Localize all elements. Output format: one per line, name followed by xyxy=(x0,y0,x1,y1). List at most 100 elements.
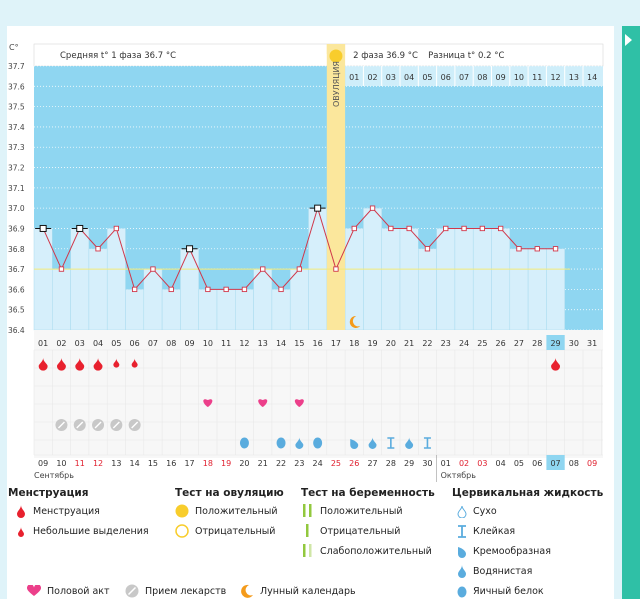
temperature-column xyxy=(52,268,71,331)
intercourse-heart xyxy=(258,399,268,407)
y-tick-label: 37.6 xyxy=(8,82,25,91)
cycle-day-label: 12 xyxy=(239,339,249,348)
cycle-day-label: 04 xyxy=(93,339,103,348)
y-tick-label: 36.5 xyxy=(8,306,25,315)
y-tick-label: 37.4 xyxy=(8,123,25,132)
luteal-day-label: 03 xyxy=(386,73,396,82)
luteal-day-label: 08 xyxy=(477,73,487,82)
temperature-column xyxy=(546,248,565,331)
calendar-date: 19 xyxy=(221,459,231,468)
medication-pill-line xyxy=(131,421,139,429)
spotting-drop xyxy=(131,358,138,368)
menstruation-drop xyxy=(75,358,85,371)
temperature-point xyxy=(443,225,449,232)
temperature-column xyxy=(491,228,511,331)
cycle-day-label: 30 xyxy=(569,339,579,348)
temperature-point xyxy=(388,225,394,232)
temperature-column xyxy=(454,228,474,331)
calendar-date: 05 xyxy=(514,459,524,468)
calendar-date: 24 xyxy=(313,459,323,468)
calendar-date: 26 xyxy=(349,459,359,468)
cycle-day-label: 28 xyxy=(532,339,542,348)
temperature-point xyxy=(150,266,156,272)
medication-pill-line xyxy=(112,421,120,429)
temperature-point xyxy=(351,225,357,232)
cycle-day-label: 14 xyxy=(276,339,286,348)
temperature-point xyxy=(406,225,412,232)
calendar-date: 18 xyxy=(203,459,213,468)
menstruation-drop xyxy=(93,358,103,371)
cycle-day-label: 02 xyxy=(56,339,66,348)
month-label: Сентябрь xyxy=(34,471,74,480)
menstruation-drop xyxy=(38,358,48,371)
calendar-date: 04 xyxy=(496,459,506,468)
temperature-column xyxy=(88,248,108,331)
y-axis-unit: C° xyxy=(9,43,19,52)
calendar-date: 07 xyxy=(550,459,560,468)
calendar-date: 09 xyxy=(38,459,48,468)
temperature-column xyxy=(235,289,254,331)
calendar-date: 30 xyxy=(422,459,432,468)
temperature-column xyxy=(399,228,419,331)
temperature-column xyxy=(125,289,145,331)
ovulation-band-top xyxy=(326,44,346,54)
calendar-date: 09 xyxy=(587,459,597,468)
menstruation-drop xyxy=(56,358,66,371)
luteal-day-label: 13 xyxy=(569,73,579,82)
y-tick-label: 36.9 xyxy=(8,224,25,233)
calendar-date: 15 xyxy=(148,459,158,468)
temperature-point xyxy=(278,286,284,293)
y-tick-label: 37.5 xyxy=(8,103,25,112)
temperature-point xyxy=(516,246,522,252)
temperature-point xyxy=(552,246,559,252)
calendar-date: 14 xyxy=(130,459,140,468)
y-tick-label: 37.7 xyxy=(8,62,25,71)
calendar-date: 03 xyxy=(477,459,487,468)
calendar-date: 13 xyxy=(111,459,121,468)
temperature-point xyxy=(296,266,302,272)
cycle-day-label: 03 xyxy=(75,339,85,348)
bottom-grid-background xyxy=(34,330,603,458)
y-tick-label: 37.0 xyxy=(8,204,25,213)
calendar-date: 20 xyxy=(239,459,249,468)
calendar-date: 11 xyxy=(75,459,85,468)
cycle-day-label: 18 xyxy=(349,339,359,348)
luteal-day-label: 02 xyxy=(367,73,377,82)
luteal-day-label: 12 xyxy=(550,73,560,82)
mucus-watery xyxy=(405,437,414,449)
calendar-date: 12 xyxy=(93,459,103,468)
right-sidebar[interactable] xyxy=(622,26,640,599)
sidebar-arrow-icon[interactable] xyxy=(625,34,632,46)
mucus-sticky xyxy=(387,437,395,449)
mucus-egg-white xyxy=(276,437,286,449)
cycle-day-label: 20 xyxy=(386,339,396,348)
luteal-day-label: 14 xyxy=(587,73,597,82)
temperature-point xyxy=(168,286,174,293)
cycle-day-label: 24 xyxy=(459,339,469,348)
temperature-point xyxy=(314,204,322,212)
intercourse-heart xyxy=(294,399,304,407)
temperature-column xyxy=(472,228,492,331)
today-cell xyxy=(546,455,565,470)
temperature-point xyxy=(260,266,266,272)
ovulation-label: ОВУЛЯЦИЯ xyxy=(332,61,341,107)
luteal-day-label: 06 xyxy=(441,73,451,82)
mucus-sticky xyxy=(423,437,431,449)
calendar-date: 23 xyxy=(294,459,304,468)
mucus-egg-white xyxy=(313,437,323,449)
cycle-day-label: 23 xyxy=(441,339,451,348)
calendar-date: 16 xyxy=(166,459,176,468)
calendar-date: 25 xyxy=(331,459,341,468)
temperature-point xyxy=(58,266,65,272)
temperature-point xyxy=(333,266,339,272)
cycle-day-label: 11 xyxy=(221,339,231,348)
luteal-day-label: 10 xyxy=(514,73,524,82)
temperature-point xyxy=(498,225,504,232)
temperature-point xyxy=(534,246,540,252)
calendar-date: 17 xyxy=(184,459,194,468)
temperature-column xyxy=(161,289,181,331)
temperature-point xyxy=(205,286,211,293)
temperature-column xyxy=(381,228,401,331)
temperature-point xyxy=(369,205,376,211)
temperature-column xyxy=(106,228,126,331)
